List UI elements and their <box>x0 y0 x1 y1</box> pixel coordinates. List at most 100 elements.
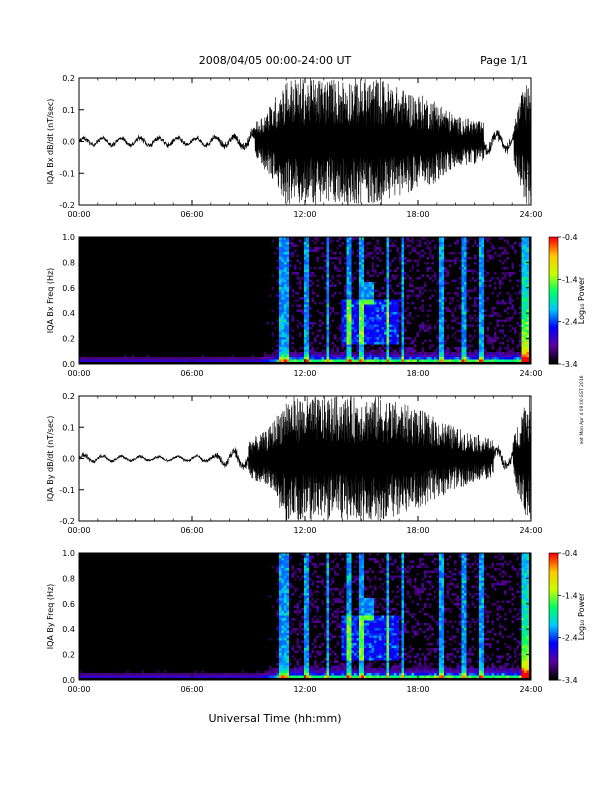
spectrogram-cell <box>439 259 442 262</box>
spectrogram-cell <box>179 675 182 678</box>
spectrogram-cell <box>479 297 482 300</box>
spectrogram-cell <box>401 675 404 678</box>
spectrogram-cell <box>134 357 137 360</box>
spectrogram-cell <box>341 267 344 270</box>
spectrogram-cell <box>106 357 109 360</box>
spectrogram-cell <box>366 332 369 335</box>
spectrogram-cell <box>471 337 474 340</box>
spectrogram-cell <box>284 354 287 357</box>
spectrogram-cell <box>461 357 464 360</box>
spectrogram-cell <box>349 648 352 651</box>
spectrogram-cell <box>279 638 282 641</box>
spectrogram-cell <box>344 289 347 292</box>
spectrogram-cell <box>354 653 357 656</box>
spectrogram-cell <box>329 670 332 673</box>
spectrogram-cell <box>356 575 359 578</box>
spectrogram-cell <box>181 357 184 360</box>
spectrogram-cell <box>351 359 354 362</box>
spectrogram-cell <box>281 635 284 638</box>
spectrogram-cell <box>481 249 484 252</box>
spectrogram-cell <box>439 334 442 337</box>
spectrogram-cell <box>326 595 329 598</box>
spectrogram-cell <box>344 322 347 325</box>
spectrogram-cell <box>509 294 512 297</box>
spectrogram-cell <box>326 312 329 315</box>
spectrogram-cell <box>484 237 487 240</box>
spectrogram-cell <box>391 307 394 310</box>
spectrogram-cell <box>286 292 289 295</box>
spectrogram-cell <box>426 247 429 250</box>
spectrogram-cell <box>444 319 447 322</box>
spectrogram-cell <box>371 349 374 352</box>
spectrogram-cell <box>311 324 314 327</box>
spectrogram-cell <box>381 269 384 272</box>
spectrogram-cell <box>281 588 284 591</box>
spectrogram-cell <box>369 274 372 277</box>
spectrogram-cell <box>344 332 347 335</box>
spectrogram-cell <box>439 294 442 297</box>
spectrogram-cell <box>414 294 417 297</box>
spectrogram-cell <box>149 359 152 362</box>
spectrogram-cell <box>374 600 377 603</box>
spectrogram-cell <box>416 287 419 290</box>
spectrogram-cell <box>499 349 502 352</box>
spectrogram-cell <box>361 575 364 578</box>
spectrogram-cell <box>459 282 462 285</box>
spectrogram-cell <box>346 623 349 626</box>
spectrogram-cell <box>326 663 329 666</box>
spectrogram-cell <box>464 299 467 302</box>
spectrogram-cell <box>284 324 287 327</box>
spectrogram-cell <box>401 635 404 638</box>
spectrogram-cell <box>429 289 432 292</box>
spectrogram-cell <box>371 635 374 638</box>
spectrogram-cell <box>284 249 287 252</box>
spectrogram-cell <box>349 319 352 322</box>
spectrogram-cell <box>306 595 309 598</box>
spectrogram-cell <box>349 558 352 561</box>
spectrogram-cell <box>379 299 382 302</box>
spectrogram-cell <box>84 675 87 678</box>
spectrogram-cell <box>459 322 462 325</box>
spectrogram-cell <box>396 670 399 673</box>
spectrogram-cell <box>474 269 477 272</box>
spectrogram-cell <box>416 294 419 297</box>
spectrogram-cell <box>161 359 164 362</box>
spectrogram-cell <box>434 289 437 292</box>
spectrogram-cell <box>374 643 377 646</box>
spectrogram-cell <box>279 239 282 242</box>
spectrogram-cell <box>321 670 324 673</box>
spectrogram-cell <box>364 615 367 618</box>
spectrogram-cell <box>196 675 199 678</box>
spectrogram-cell <box>396 638 399 641</box>
spectrogram-cell <box>276 655 279 658</box>
spectrogram-cell <box>359 319 362 322</box>
spectrogram-cell <box>361 618 364 621</box>
spectrogram-cell <box>351 643 354 646</box>
spectrogram-cell <box>329 618 332 621</box>
spectrogram-cell <box>306 565 309 568</box>
spectrogram-cell <box>401 598 404 601</box>
spectrogram-cell <box>346 327 349 330</box>
spectrogram-cell <box>294 658 297 661</box>
spectrogram-cell <box>329 660 332 663</box>
spectrogram-cell <box>294 272 297 275</box>
spectrogram-cell <box>359 563 362 566</box>
spectrogram-cell <box>521 252 524 255</box>
spectrogram-cell <box>399 354 402 357</box>
spectrogram-cell <box>369 655 372 658</box>
spectrogram-cell <box>314 357 317 360</box>
spectrogram-cell <box>374 319 377 322</box>
spectrogram-cell <box>461 267 464 270</box>
spectrogram-cell <box>336 354 339 357</box>
spectrogram-cell <box>386 244 389 247</box>
spectrogram-cell <box>361 287 364 290</box>
spectrogram-cell <box>346 249 349 252</box>
spectrogram-cell <box>299 297 302 300</box>
spectrogram-cell <box>406 359 409 362</box>
spectrogram-cell <box>401 633 404 636</box>
spectrogram-cell <box>396 585 399 588</box>
spectrogram-cell <box>364 573 367 576</box>
spectrogram-cell <box>364 359 367 362</box>
spectrogram-cell <box>124 675 127 678</box>
spectrogram-cell <box>391 655 394 658</box>
